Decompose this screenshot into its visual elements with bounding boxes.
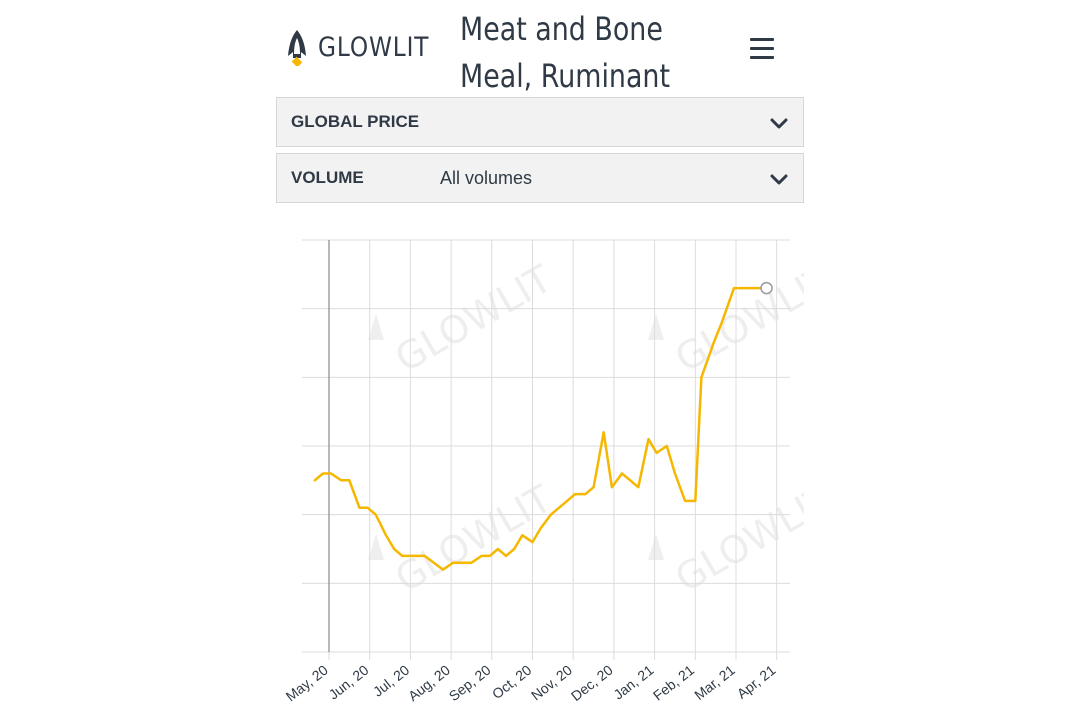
watermark-text: GLOWLIT <box>388 256 560 381</box>
chevron-down-icon <box>770 118 788 129</box>
rocket-logo-icon <box>288 30 306 66</box>
x-tick-label: Mar, 21 <box>691 662 738 703</box>
x-tick-label: Aug, 20 <box>405 662 453 704</box>
global-price-label: GLOBAL PRICE <box>291 112 420 131</box>
chart-series <box>313 281 773 571</box>
hamburger-menu-icon[interactable] <box>750 38 774 60</box>
x-tick-label: Feb, 21 <box>650 662 697 704</box>
x-tick-label: May, 20 <box>283 662 331 705</box>
x-tick-label: Dec, 20 <box>568 662 616 704</box>
series-line <box>313 286 768 571</box>
x-tick-label: Oct, 20 <box>489 662 535 703</box>
app-header: GLOWLIT Meat and Bone Meal, Ruminant <box>276 0 804 96</box>
x-tick-label: Jan, 21 <box>610 662 656 703</box>
volume-dropdown[interactable]: VOLUME All volumes <box>276 153 804 203</box>
chart-grid <box>302 239 790 660</box>
volume-label: VOLUME <box>291 168 364 187</box>
last-point-marker <box>760 281 773 295</box>
watermark-rocket-icon <box>368 534 384 560</box>
watermark-rocket-icon <box>648 534 664 560</box>
volume-value: All volumes <box>440 168 533 188</box>
watermark-rocket-icon <box>648 314 664 340</box>
x-tick-label: Jun, 20 <box>325 662 371 703</box>
glowlit-logo[interactable]: GLOWLIT <box>284 28 447 66</box>
x-tick-label: Sep, 20 <box>446 662 494 704</box>
page-title: Meat and Bone Meal, Ruminant <box>460 10 670 95</box>
chevron-down-icon <box>770 174 788 185</box>
x-tick-label: Apr, 21 <box>734 662 779 702</box>
watermark-rocket-icon <box>368 314 384 340</box>
x-tick-label: Nov, 20 <box>528 662 575 704</box>
logo-text: GLOWLIT <box>318 31 430 63</box>
global-price-dropdown[interactable]: GLOBAL PRICE <box>276 97 804 147</box>
